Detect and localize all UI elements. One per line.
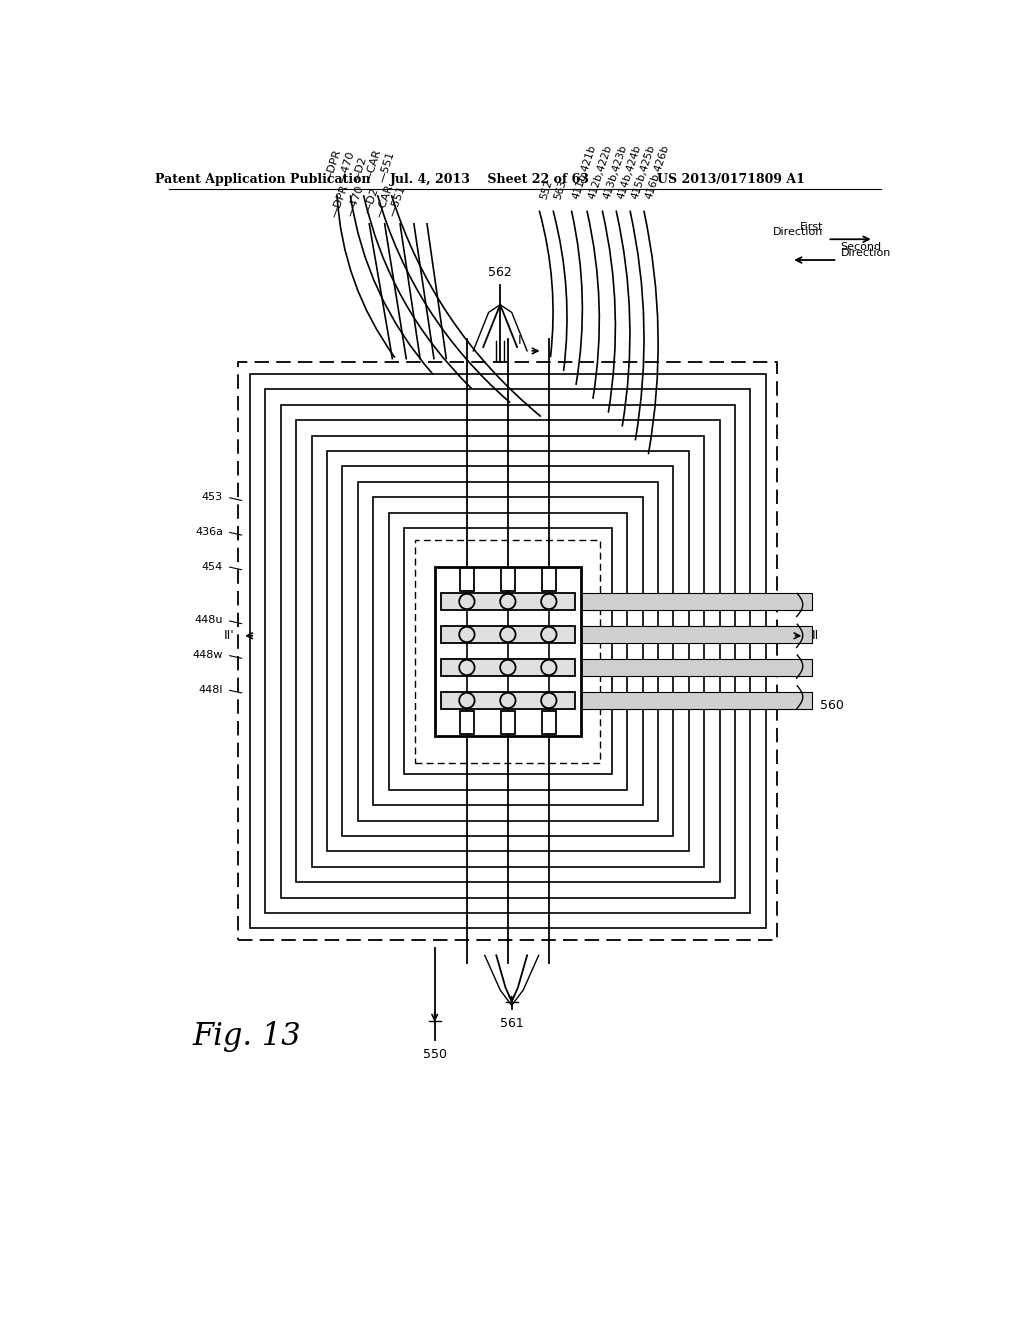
Text: 415b,425b: 415b,425b xyxy=(630,144,656,201)
Bar xyxy=(239,363,777,940)
Text: 550: 550 xyxy=(423,1048,446,1061)
Text: II': II' xyxy=(224,630,234,643)
Bar xyxy=(460,568,474,591)
Bar xyxy=(357,482,658,821)
Text: Jul. 4, 2013    Sheet 22 of 63: Jul. 4, 2013 Sheet 22 of 63 xyxy=(390,173,590,186)
Bar xyxy=(581,659,812,676)
Bar xyxy=(403,528,611,775)
Text: 414b,424b: 414b,424b xyxy=(615,144,643,201)
Bar xyxy=(542,568,556,591)
Text: 436a: 436a xyxy=(195,527,223,537)
Text: 563: 563 xyxy=(553,178,568,201)
Text: —470: —470 xyxy=(337,150,356,183)
Bar xyxy=(250,374,766,928)
Text: —DPR: —DPR xyxy=(323,148,343,183)
Text: —D2: —D2 xyxy=(362,186,381,215)
Bar xyxy=(441,626,574,643)
Text: Direction: Direction xyxy=(841,248,891,257)
Bar xyxy=(441,659,574,676)
Bar xyxy=(342,466,674,836)
Text: 413b,423b: 413b,423b xyxy=(602,144,629,201)
Text: Fig. 13: Fig. 13 xyxy=(193,1020,301,1052)
Text: II: II xyxy=(812,630,819,643)
Text: —DPR: —DPR xyxy=(329,183,350,219)
Text: First: First xyxy=(800,222,823,231)
Bar xyxy=(311,436,705,867)
Text: 416b,426b: 416b,426b xyxy=(643,144,671,201)
Bar xyxy=(581,692,812,709)
Bar xyxy=(501,711,515,734)
Text: 448u: 448u xyxy=(195,615,223,626)
Bar xyxy=(581,593,812,610)
Text: —551: —551 xyxy=(377,150,396,183)
Text: US 2013/0171809 A1: US 2013/0171809 A1 xyxy=(657,173,805,186)
Text: 448l: 448l xyxy=(199,685,223,694)
Text: 448w: 448w xyxy=(193,649,223,660)
Bar xyxy=(281,405,735,898)
Text: —D2: —D2 xyxy=(350,156,369,183)
Text: 411b,421b: 411b,421b xyxy=(571,144,598,201)
Text: I: I xyxy=(517,334,521,347)
Text: Second: Second xyxy=(841,243,882,252)
Text: Direction: Direction xyxy=(773,227,823,238)
Bar xyxy=(416,540,600,763)
Text: —551: —551 xyxy=(387,183,408,218)
Bar xyxy=(435,566,581,737)
Text: 562: 562 xyxy=(488,267,512,280)
Bar xyxy=(581,626,812,643)
Text: —CAR: —CAR xyxy=(364,148,383,183)
Bar xyxy=(265,389,751,913)
Text: 552: 552 xyxy=(539,178,554,201)
Text: 561: 561 xyxy=(500,1016,523,1030)
Text: 453: 453 xyxy=(202,492,223,502)
Bar xyxy=(501,568,515,591)
Bar xyxy=(388,512,628,789)
Bar xyxy=(327,451,689,851)
Bar xyxy=(296,420,720,882)
Bar xyxy=(441,593,574,610)
Text: 454: 454 xyxy=(202,561,223,572)
Text: Patent Application Publication: Patent Application Publication xyxy=(156,173,371,186)
Text: —470: —470 xyxy=(345,183,366,218)
Text: 412b,422b: 412b,422b xyxy=(587,144,613,201)
Text: 560: 560 xyxy=(819,698,844,711)
Bar xyxy=(373,498,643,805)
Bar xyxy=(460,711,474,734)
Text: —CAR: —CAR xyxy=(374,183,394,219)
Bar xyxy=(542,711,556,734)
Bar xyxy=(441,692,574,709)
